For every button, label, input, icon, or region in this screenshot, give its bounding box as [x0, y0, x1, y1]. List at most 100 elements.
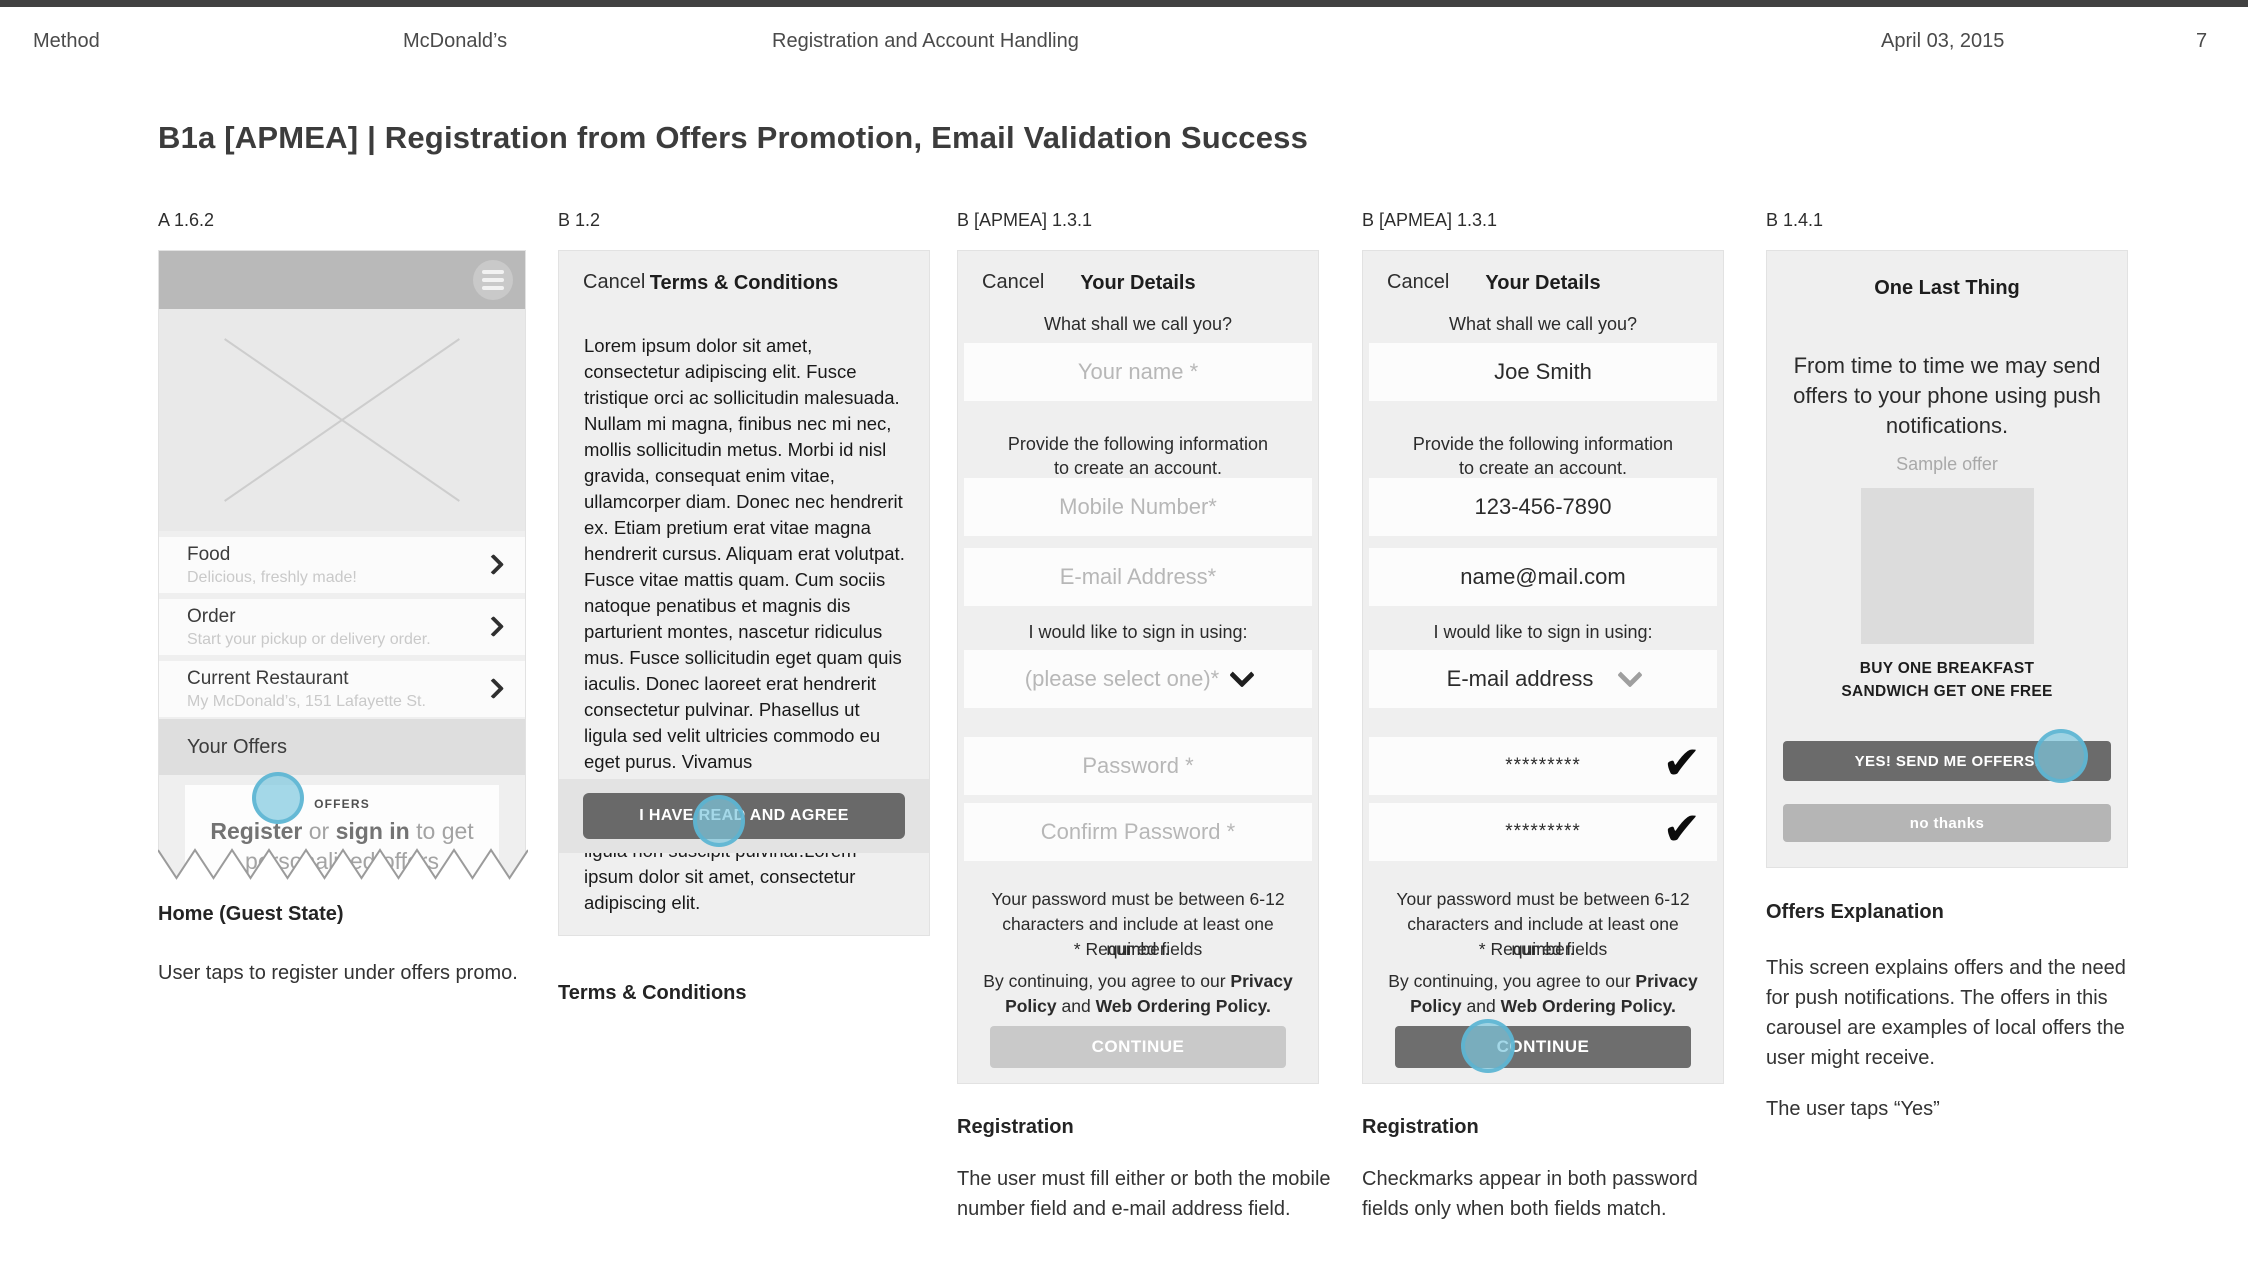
tap-indicator [2034, 729, 2088, 783]
account-info-label: Provide the following information to cre… [1412, 434, 1674, 478]
email-input[interactable]: E-mail Address* [964, 548, 1312, 606]
confirm-password-input[interactable]: ********* ✔ [1369, 803, 1717, 861]
email-value: name@mail.com [1460, 564, 1626, 589]
password-hint: Your password must be between 6-12 chara… [991, 889, 1285, 959]
cancel-button[interactable]: Cancel [1387, 271, 1450, 293]
policy-text: and [1461, 996, 1501, 1016]
column-label-b131a: B [APMEA] 1.3.1 [957, 210, 1093, 230]
caption-body-home: User taps to register under offers promo… [158, 962, 518, 984]
menu-row-title: Food [187, 543, 231, 565]
torn-edge-zigzag [158, 848, 528, 884]
select-value: E-mail address [1446, 666, 1594, 691]
menu-row-order[interactable]: Order Start your pickup or delivery orde… [159, 599, 525, 655]
no-thanks-button[interactable]: no thanks [1783, 804, 2111, 842]
caption-title-registration-2: Registration [1362, 1116, 1479, 1138]
menu-row-subtitle: Delicious, freshly made! [187, 568, 357, 586]
menu-row-current-restaurant[interactable]: Current Restaurant My McDonald’s, 151 La… [159, 661, 525, 717]
register-link[interactable]: Register [210, 818, 303, 844]
wireframe-home-guest: Food Delicious, freshly made! Order Star… [158, 250, 528, 884]
terms-tail-line: adipiscing elit. [584, 892, 701, 913]
caption-body-registration-1: The user must fill either or both the mo… [957, 1168, 1331, 1220]
menu-row-subtitle: Start your pickup or delivery order. [187, 630, 431, 648]
top-bar [0, 0, 2248, 7]
web-ordering-policy-link[interactable]: Web Ordering Policy. [1500, 996, 1676, 1016]
name-input[interactable]: Joe Smith [1369, 343, 1717, 401]
caption-title-terms: Terms & Conditions [558, 982, 747, 1004]
screen-title: Your Details [1080, 272, 1196, 294]
offers-card-label: OFFERS [314, 797, 370, 811]
name-question-label: What shall we call you? [1448, 314, 1638, 334]
caption-body-offers-2: The user taps “Yes” [1766, 1098, 1940, 1120]
mobile-number-input[interactable]: 123-456-7890 [1369, 478, 1717, 536]
password-hint: Your password must be between 6-12 chara… [1396, 889, 1690, 959]
web-ordering-policy-link[interactable]: Web Ordering Policy. [1095, 996, 1271, 1016]
menu-row-title: Current Restaurant [187, 667, 349, 689]
page-title: B1a [APMEA] | Registration from Offers P… [158, 120, 1309, 155]
cancel-button[interactable]: Cancel [583, 271, 646, 293]
name-placeholder: Your name * [1077, 359, 1199, 384]
wireframe-your-details-empty: Cancel Your Details What shall we call y… [957, 250, 1319, 1084]
required-fields-note: * Required fields [1073, 939, 1203, 959]
policy-agreement-text: By continuing, you agree to our Privacy … [970, 969, 1306, 1019]
wireframe-terms-conditions: Cancel Terms & Conditions Lorem ipsum do… [558, 250, 930, 936]
offers-card: OFFERS Register or sign in to get person… [185, 785, 499, 883]
app-header-bar [159, 251, 525, 309]
header-method: Method [33, 30, 100, 52]
menu-row-title: Order [187, 605, 236, 627]
email-input[interactable]: name@mail.com [1369, 548, 1717, 606]
name-question-label: What shall we call you? [1043, 314, 1233, 334]
continue-button[interactable]: CONTINUE [1395, 1026, 1691, 1068]
mobile-placeholder: Mobile Number* [1059, 494, 1217, 519]
password-placeholder: Password * [1082, 753, 1194, 778]
password-value: ********* [1505, 755, 1581, 776]
chevron-down-icon [1617, 662, 1644, 688]
caption-body-offers: This screen explains offers and the need… [1766, 957, 2126, 1069]
wireframe-your-details-filled: Cancel Your Details What shall we call y… [1362, 250, 1724, 1084]
password-input[interactable]: Password * [964, 737, 1312, 795]
mobile-number-input[interactable]: Mobile Number* [964, 478, 1312, 536]
mobile-value: 123-456-7890 [1474, 494, 1612, 519]
hamburger-menu-icon[interactable] [473, 260, 513, 300]
policy-text: and [1056, 996, 1096, 1016]
register-text-mid: or [302, 818, 336, 844]
policy-text: By continuing, you agree to our [983, 971, 1231, 991]
push-offers-text: From time to time we may send offers to … [1793, 353, 2101, 438]
hero-image-placeholder [159, 309, 525, 531]
caption-title-offers: Offers Explanation [1766, 901, 1944, 923]
offer-line: SANDWICH GET ONE FREE [1841, 683, 2053, 700]
terms-body-text: Lorem ipsum dolor sit amet, consectetur … [584, 335, 905, 772]
signin-link[interactable]: sign in [335, 818, 410, 844]
privacy-policy-link[interactable]: Privacy Policy [1410, 971, 1698, 1016]
confirm-password-input[interactable]: Confirm Password * [964, 803, 1312, 861]
required-fields-note: * Required fields [1478, 939, 1608, 959]
cancel-button[interactable]: Cancel [982, 271, 1045, 293]
menu-row-food[interactable]: Food Delicious, freshly made! [159, 537, 525, 593]
image-x-icon [224, 338, 460, 502]
name-value: Joe Smith [1494, 359, 1592, 384]
caption-title-registration-1: Registration [957, 1116, 1074, 1138]
name-input[interactable]: Your name * [964, 343, 1312, 401]
tap-indicator [693, 795, 745, 847]
select-placeholder: (please select one)* [1024, 666, 1220, 691]
signin-using-label: I would like to sign in using: [1028, 622, 1248, 642]
wireframe-one-last-thing: One Last Thing From time to time we may … [1766, 250, 2128, 868]
chevron-down-icon [1229, 662, 1255, 688]
sample-offer-text: BUY ONE BREAKFAST SANDWICH GET ONE FREE [1767, 657, 2127, 703]
checkmark-icon: ✔ [1662, 735, 1701, 790]
column-label-b12: B 1.2 [558, 210, 601, 230]
caption-body-registration-2: Checkmarks appear in both password field… [1362, 1168, 1698, 1220]
privacy-policy-link[interactable]: Privacy Policy [1005, 971, 1293, 1016]
confirm-password-value: ********* [1505, 821, 1581, 842]
signin-method-select[interactable]: (please select one)* [964, 650, 1312, 708]
confirm-password-placeholder: Confirm Password * [1040, 819, 1236, 844]
password-input[interactable]: ********* ✔ [1369, 737, 1717, 795]
screen-title: One Last Thing [1874, 277, 2020, 299]
header-section: Registration and Account Handling [772, 30, 1079, 52]
tap-indicator [1461, 1019, 1515, 1073]
signin-method-select[interactable]: E-mail address [1369, 650, 1717, 708]
header-page-number: 7 [2196, 30, 2208, 52]
continue-button-disabled[interactable]: CONTINUE [990, 1026, 1286, 1068]
policy-text: By continuing, you agree to our [1388, 971, 1636, 991]
tap-indicator [252, 772, 304, 824]
